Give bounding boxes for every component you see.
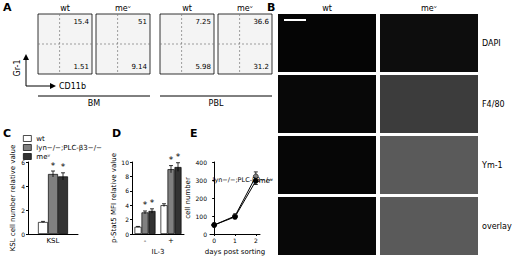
svg-text:meᵛ: meᵛ: [36, 153, 50, 161]
svg-text:D: D: [112, 127, 121, 140]
svg-text:meᵛ: meᵛ: [237, 4, 253, 13]
svg-text:4: 4: [21, 183, 25, 190]
svg-text:200: 200: [196, 195, 208, 202]
svg-text:1.51: 1.51: [73, 63, 89, 71]
svg-text:51: 51: [138, 18, 147, 26]
svg-text:*: *: [143, 200, 148, 210]
svg-text:CD11b: CD11b: [59, 82, 86, 91]
svg-text:15.4: 15.4: [73, 18, 89, 26]
svg-text:6: 6: [125, 187, 129, 194]
svg-text:PBL: PBL: [209, 99, 224, 108]
svg-text:9.14: 9.14: [131, 63, 147, 71]
svg-text:1: 1: [233, 237, 237, 244]
svg-text:0: 0: [125, 231, 129, 238]
svg-text:400: 400: [196, 159, 208, 166]
svg-text:0: 0: [203, 231, 207, 238]
svg-text:6: 6: [21, 158, 25, 166]
svg-text:0: 0: [21, 231, 25, 238]
svg-text:KSL: KSL: [47, 237, 60, 245]
svg-text:36.6: 36.6: [253, 18, 269, 26]
svg-text:*: *: [176, 152, 181, 162]
svg-text:wt: wt: [36, 135, 45, 143]
svg-text:overlay: overlay: [482, 222, 512, 231]
svg-text:cell number: cell number: [184, 177, 192, 219]
svg-text:10: 10: [121, 159, 129, 166]
svg-text:wt: wt: [60, 4, 70, 13]
svg-text:-: -: [144, 237, 147, 245]
svg-text:wt: wt: [182, 4, 192, 13]
svg-text:2: 2: [125, 216, 129, 223]
svg-text:DAPI: DAPI: [482, 39, 501, 48]
svg-text:*: *: [51, 161, 56, 171]
svg-text:0: 0: [212, 237, 216, 244]
svg-text:Gr-1: Gr-1: [13, 60, 22, 77]
svg-text:+: +: [168, 237, 174, 245]
svg-text:F4/80: F4/80: [482, 100, 505, 109]
svg-text:wt: wt: [322, 4, 332, 13]
svg-text:E: E: [190, 127, 198, 140]
svg-text:meᵛ: meᵛ: [259, 177, 273, 185]
svg-text:*: *: [150, 198, 155, 208]
svg-text:2: 2: [254, 237, 258, 244]
svg-text:Ym-1: Ym-1: [481, 161, 503, 170]
svg-text:300: 300: [196, 177, 208, 184]
svg-text:4: 4: [125, 202, 129, 209]
svg-text:BM: BM: [88, 99, 100, 108]
svg-text:*: *: [169, 155, 174, 165]
svg-text:2: 2: [21, 207, 25, 214]
svg-text:lyn−/−;PLC-β3−/−: lyn−/−;PLC-β3−/−: [212, 175, 274, 184]
svg-text:lyn−/−;PLC-β3−/−: lyn−/−;PLC-β3−/−: [36, 144, 102, 152]
svg-text:p-Stat5 MFI relative value: p-Stat5 MFI relative value: [110, 153, 118, 243]
svg-text:100: 100: [196, 213, 208, 220]
svg-text:meᵛ: meᵛ: [115, 4, 131, 13]
svg-text:C: C: [3, 127, 11, 140]
svg-text:B: B: [267, 1, 275, 14]
svg-text:7.25: 7.25: [195, 18, 211, 26]
svg-text:A: A: [3, 1, 12, 14]
svg-text:IL-3: IL-3: [152, 248, 165, 256]
svg-text:5.98: 5.98: [195, 63, 211, 71]
svg-text:meᵛ: meᵛ: [421, 4, 437, 13]
svg-text:days post sorting: days post sorting: [205, 248, 265, 256]
svg-text:KSL cell number relative value: KSL cell number relative value: [9, 145, 17, 252]
svg-text:*: *: [61, 162, 66, 172]
svg-text:31.2: 31.2: [253, 63, 269, 71]
svg-text:8: 8: [125, 173, 129, 180]
